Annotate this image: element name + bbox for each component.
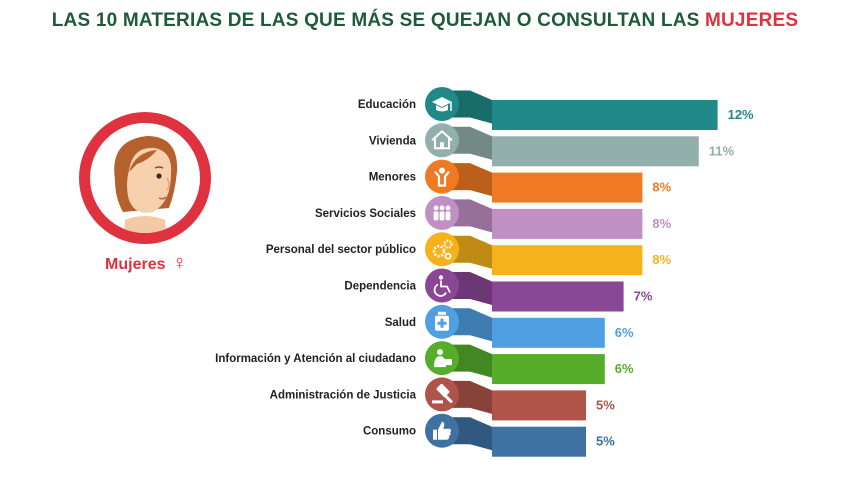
category-label: Servicios Sociales [315,208,416,220]
value-label: 7% [634,289,653,304]
graduation-cap-icon [425,87,459,121]
person-info-icon [425,341,459,376]
category-label: Información y Atención al ciudadano [215,353,416,365]
category-label: Salud [385,317,416,329]
category-label: Consumo [363,426,416,438]
category-label: Personal del sector público [266,244,416,256]
bar [492,354,605,385]
bar [492,100,718,130]
value-label: 6% [615,325,634,340]
category-label: Dependencia [344,281,416,293]
value-label: 8% [652,216,671,231]
bar [492,245,643,276]
gears-icon [425,232,459,267]
house-icon [425,123,459,158]
chart-title: LAS 10 MATERIAS DE LAS QUE MÁS SE QUEJAN… [0,10,850,32]
category-label: Educación [358,99,416,111]
value-label: 11% [709,143,735,158]
bar [492,208,643,239]
bar [492,281,624,312]
value-label: 6% [615,361,634,376]
thumbs-up-icon [425,413,459,448]
chart-title-main: LAS 10 MATERIAS DE LAS QUE MÁS SE QUEJAN… [51,10,705,31]
category-label: Menores [369,172,416,184]
woman-avatar-icon [79,112,211,244]
value-label: 5% [596,397,615,412]
bar [492,426,586,457]
bar [492,136,699,167]
bar [492,390,586,421]
child-icon [425,159,459,194]
bar [492,172,643,203]
value-label: 5% [596,434,615,449]
chart-title-accent: MUJERES [704,10,799,31]
profile-label: Mujeres ♀ [105,252,187,274]
value-label: 8% [652,180,671,195]
value-label: 8% [652,252,671,267]
category-label: Administración de Justicia [270,389,417,401]
bar [492,317,605,348]
wheelchair-icon [425,268,459,303]
category-label: Vivienda [369,135,417,147]
gavel-icon [425,377,459,412]
value-label: 12% [728,107,754,122]
medicine-icon [425,304,459,339]
group-icon [425,195,459,230]
female-symbol-icon: ♀ [171,252,187,274]
